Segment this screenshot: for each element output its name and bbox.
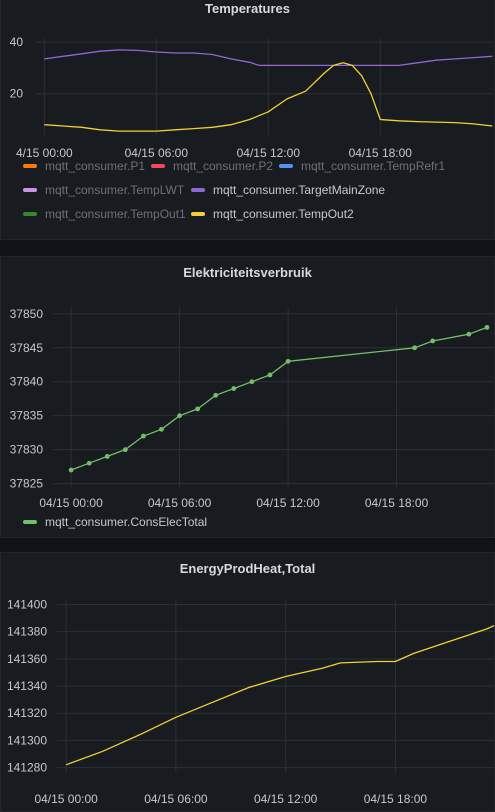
temperatures-panel: Temperatures 20 40 4/15 00:00 04/15 06:00 04… xyxy=(0,0,495,240)
data-point xyxy=(267,372,273,378)
y-tick-label: 37830 xyxy=(10,443,44,457)
legend-item-p2[interactable]: mqtt_consumer.P2 xyxy=(151,159,273,173)
legend-item-conselectotal[interactable]: mqtt_consumer.ConsElecTotal xyxy=(23,515,207,529)
elektriciteitsverbruik-chart[interactable]: 37825 37830 37835 37840 37845 37850 04/15 00:0… xyxy=(1,257,495,538)
data-point xyxy=(177,413,182,419)
legend-label: mqtt_consumer.P2 xyxy=(173,159,274,173)
y-tick-label: 141380 xyxy=(7,625,47,639)
temperatures-chart[interactable]: 20 40 4/15 00:00 04/15 06:00 04/15 12:00 04/1… xyxy=(1,0,495,240)
data-point xyxy=(68,467,74,473)
data-point xyxy=(141,433,146,439)
y-tick-label: 20 xyxy=(10,87,24,101)
temperatures-title: Temperatures xyxy=(204,1,290,16)
legend-item-tempout2[interactable]: mqtt_consumer.TempOut2 xyxy=(191,207,354,221)
energyprodheat-panel: EnergyProdHeat,Total 141280 141300 141320 1… xyxy=(0,552,495,812)
x-tick-label: 04/15 06:00 xyxy=(148,496,212,510)
x-tick-label: 04/15 06:00 xyxy=(125,146,189,160)
y-tick-label: 141400 xyxy=(7,597,47,611)
legend-label: mqtt_consumer.ConsElecTotal xyxy=(45,515,208,529)
y-tick-label: 37850 xyxy=(10,307,44,321)
legend-swatch xyxy=(191,212,205,216)
x-tick-label: 04/15 06:00 xyxy=(144,792,208,806)
legend-label: mqtt_consumer.P1 xyxy=(45,159,146,173)
x-tick-label: 4/15 00:00 xyxy=(16,146,73,160)
series-line xyxy=(70,326,488,471)
x-tick-label: 04/15 00:00 xyxy=(39,496,103,510)
legend-swatch xyxy=(23,188,37,192)
legend-item-tempout1[interactable]: mqtt_consumer.TempOut1 xyxy=(23,207,186,221)
data-point xyxy=(195,406,201,412)
y-tick-label: 141280 xyxy=(7,761,47,775)
x-tick-label: 04/15 18:00 xyxy=(364,792,428,806)
energyprodheat-chart[interactable]: 141280 141300 141320 141340 141360 141380 1414… xyxy=(1,553,495,812)
legend-swatch xyxy=(23,520,37,524)
series-line xyxy=(44,62,493,132)
legend-label: mqtt_consumer.TargetMainZone xyxy=(213,183,386,197)
y-tick-label: 37835 xyxy=(10,409,44,423)
data-point xyxy=(430,338,436,344)
x-tick-label: 04/15 12:00 xyxy=(256,496,320,510)
legend-label: mqtt_consumer.TempOut2 xyxy=(213,207,354,221)
data-point xyxy=(104,454,110,459)
legend-item-targetmainzone[interactable]: mqtt_consumer.TargetMainZone xyxy=(191,183,385,197)
y-tick-label: 37840 xyxy=(10,375,44,389)
legend-item-temprefr1[interactable]: mqtt_consumer.TempRefr1 xyxy=(279,159,445,173)
legend-swatch xyxy=(279,164,293,168)
y-tick-label: 141340 xyxy=(7,679,47,693)
y-tick-label: 37825 xyxy=(10,477,44,491)
legend-label: mqtt_consumer.TempOut1 xyxy=(45,207,186,221)
series-line xyxy=(44,49,493,67)
data-point xyxy=(159,426,164,432)
x-tick-label: 04/15 18:00 xyxy=(365,496,429,510)
series-line xyxy=(65,624,494,766)
data-point xyxy=(484,324,490,330)
data-point xyxy=(86,460,92,466)
y-tick-label: 141320 xyxy=(7,706,47,720)
x-tick-label: 04/15 12:00 xyxy=(237,146,301,160)
data-point xyxy=(122,447,128,453)
data-point xyxy=(249,379,255,385)
legend-label: mqtt_consumer.TempRefr1 xyxy=(301,159,446,173)
x-tick-label: 04/15 12:00 xyxy=(254,792,318,806)
legend-item-p1[interactable]: mqtt_consumer.P1 xyxy=(23,159,145,173)
energyprodheat-title: EnergyProdHeat,Total xyxy=(179,561,316,576)
x-tick-label: 04/15 00:00 xyxy=(34,792,98,806)
elektriciteitsverbruik-panel: Elektriciteitsverbruik 37825 37830 37835 37… xyxy=(0,256,495,538)
legend-label: mqtt_consumer.TempLWT xyxy=(45,183,185,197)
data-point xyxy=(412,345,418,351)
x-tick-label: 04/15 18:00 xyxy=(349,146,413,160)
y-tick-label: 37845 xyxy=(10,341,44,355)
y-tick-label: 40 xyxy=(10,35,24,49)
elektriciteitsverbruik-title: Elektriciteitsverbruik xyxy=(183,265,312,280)
legend-swatch xyxy=(151,164,165,168)
data-point xyxy=(285,358,291,364)
data-point xyxy=(466,331,472,337)
legend-item-templwt[interactable]: mqtt_consumer.TempLWT xyxy=(23,183,184,197)
y-tick-label: 141300 xyxy=(7,733,47,747)
legend-swatch xyxy=(23,164,37,168)
data-point xyxy=(213,392,219,398)
data-point xyxy=(231,386,237,391)
legend-swatch xyxy=(191,188,205,192)
legend-swatch xyxy=(23,212,37,216)
y-tick-label: 141360 xyxy=(7,652,47,666)
